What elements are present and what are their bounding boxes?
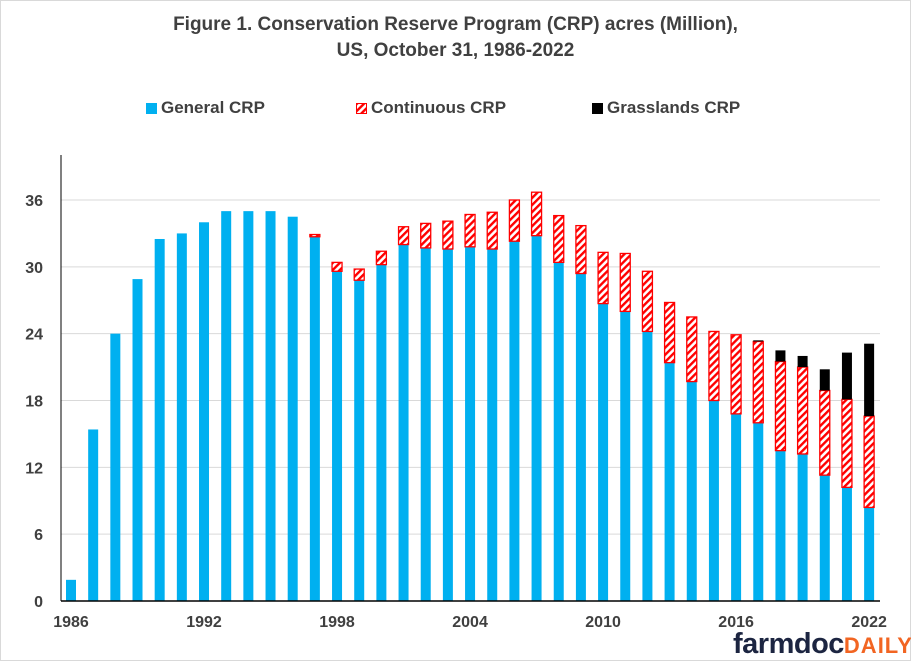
bar-continuous-crp-2004 [464,213,476,248]
bar-continuous-crp-2006 [508,199,521,242]
bar-general-crp-2005 [487,249,498,601]
bar-continuous-crp-2015 [708,330,720,402]
bar-grasslands-crp-2020 [819,369,830,391]
bar-general-crp-2021 [841,487,852,601]
bar-general-crp-2013 [664,362,675,601]
bar-grasslands-crp-2017 [753,340,764,342]
bar-general-crp-1996 [287,216,298,602]
x-tick-label: 2022 [851,614,887,631]
legend-label-general: General CRP [161,98,265,117]
bar-continuous-crp-2013 [663,301,676,364]
bar-continuous-crp-2001 [397,226,410,246]
bar-continuous-crp-2017 [752,340,764,424]
bar-continuous-crp-2009 [575,224,587,275]
bar-general-crp-2004 [465,246,476,602]
bar-grasslands-crp-2019 [797,355,808,368]
y-tick-label: 6 [34,527,43,544]
legend-label-grasslands: Grasslands CRP [607,98,741,117]
legend-continuous-crp: Continuous CRP [356,98,506,118]
bar-general-crp-2014 [686,381,697,601]
bar-general-crp-1992 [199,222,210,601]
bar-general-crp-2001 [398,244,409,602]
bar-grasslands-crp-2018 [775,350,786,362]
x-tick-label: 1986 [53,614,89,631]
legend-grasslands-crp: Grasslands CRP [592,98,740,118]
bar-general-crp-2017 [753,422,764,601]
bar-general-crp-2000 [376,264,387,601]
y-tick-label: 30 [25,260,43,277]
bar-continuous-crp-2007 [530,191,543,237]
bar-continuous-crp-1997 [309,233,321,238]
bar-general-crp-2022 [864,507,875,601]
y-tick-label: 18 [25,394,43,411]
legend-label-continuous: Continuous CRP [371,98,507,117]
y-tick-label: 36 [25,193,43,210]
bar-continuous-crp-2021 [841,398,853,489]
y-tick-label: 12 [25,460,43,477]
bar-continuous-crp-2014 [686,316,698,383]
legend-general-crp: General CRP [146,98,265,118]
bar-general-crp-2020 [819,475,830,601]
bar-continuous-crp-2012 [641,270,654,333]
legend-swatch-continuous [356,102,367,114]
x-tick-label: 1998 [319,614,355,631]
x-tick-label: 2016 [718,614,754,631]
chart-title-line-2: US, October 31, 1986-2022 [336,40,575,61]
chart-title-line-1: Figure 1. Conservation Reserve Program (… [173,14,738,35]
bar-general-crp-2009 [575,273,586,601]
bar-general-crp-2003 [442,249,453,601]
bar-general-crp-1990 [154,238,165,601]
bar-general-crp-2018 [775,450,786,601]
bar-grasslands-crp-2021 [841,352,852,400]
bar-continuous-crp-2002 [420,222,432,249]
x-tick-label: 2004 [452,614,488,631]
bar-general-crp-1991 [176,233,187,601]
logo-accent: DAILY [843,633,911,658]
bar-continuous-crp-2005 [486,211,498,250]
bar-continuous-crp-2018 [774,360,787,452]
bar-continuous-crp-2016 [730,334,742,415]
logo-main: farmdoc [733,628,844,660]
legend-swatch-grasslands [592,102,603,114]
bar-general-crp-2006 [509,241,520,602]
bar-general-crp-2011 [620,311,631,601]
x-tick-label: 2010 [585,614,621,631]
bar-general-crp-1999 [354,280,365,601]
bar-continuous-crp-2000 [375,250,388,266]
legend-swatch-general [146,102,157,114]
bar-general-crp-2019 [797,453,808,601]
bar-continuous-crp-2003 [442,220,454,250]
bar-continuous-crp-1998 [331,261,343,272]
bar-grasslands-crp-2022 [864,343,875,417]
bar-general-crp-2002 [420,247,431,601]
bar-continuous-crp-2022 [863,415,875,509]
bar-general-crp-2007 [531,235,542,601]
bar-general-crp-2008 [553,262,564,601]
bar-general-crp-2012 [642,331,653,601]
bar-general-crp-1993 [221,211,232,601]
bar-general-crp-2015 [708,400,719,601]
bar-general-crp-2016 [731,413,742,601]
bar-continuous-crp-1999 [353,268,365,281]
bar-general-crp-1986 [66,579,76,601]
bar-general-crp-1987 [88,429,99,601]
farmdoc-daily-logo: farmdocDAILY [733,628,911,661]
bar-continuous-crp-2020 [819,389,831,476]
y-tick-label: 24 [25,327,43,344]
bar-general-crp-2010 [598,303,609,601]
bar-continuous-crp-2019 [796,366,809,455]
bar-continuous-crp-2010 [597,251,609,305]
y-tick-label: 0 [34,594,43,611]
x-tick-label: 1992 [186,614,222,631]
bar-general-crp-1997 [309,236,320,601]
bar-general-crp-1989 [132,279,143,601]
bar-general-crp-1988 [110,333,121,601]
bar-continuous-crp-2011 [619,252,631,313]
bar-general-crp-1998 [332,271,343,601]
bar-general-crp-1994 [243,211,254,601]
bar-continuous-crp-2008 [553,214,565,264]
bar-general-crp-1995 [265,211,276,601]
